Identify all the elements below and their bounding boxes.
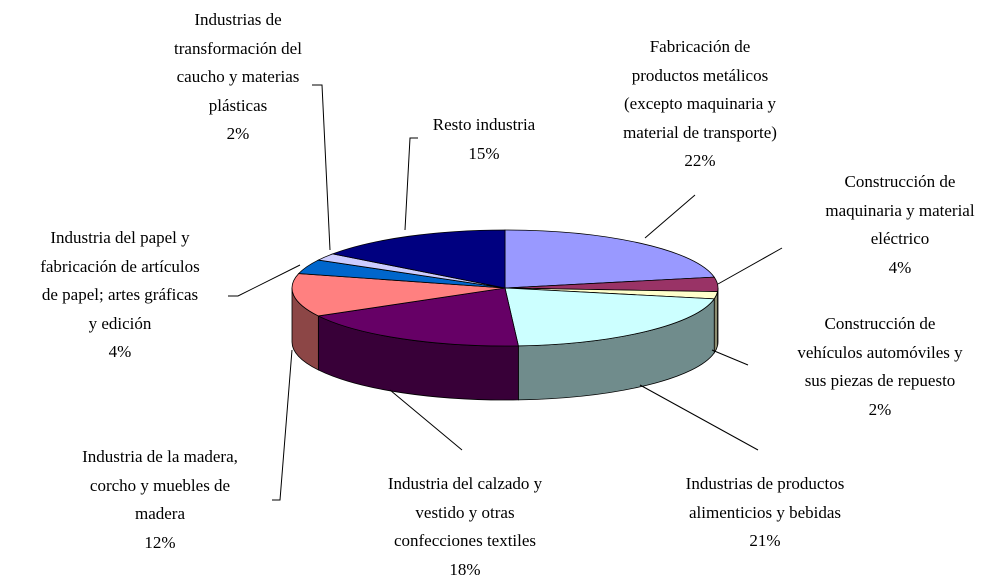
slice [291,273,506,317]
leader-line [717,247,783,285]
category-label: Resto industria [432,115,536,134]
slice-label: Construcción de maquinaria y material el… [825,168,974,282]
leader-line [272,349,293,501]
slice-label: Industrias de transformación del caucho … [174,6,302,149]
slice-label: Industria de la madera, corcho y muebles… [82,443,238,557]
value-label: 2% [868,399,892,419]
category-label: Industria del calzado y vestido y otras … [387,474,543,550]
value-label: 22% [684,151,716,170]
category-label: Fabricación de productos metálicos (exce… [623,37,777,142]
slice [317,287,519,347]
slice-label: Industria del calzado y vestido y otras … [388,470,542,581]
leader-line [639,384,759,451]
leader-line [228,264,301,297]
slice-label: Construcción de vehículos automóviles y … [797,310,962,424]
slice-label: Industrias de productos alimenticios y b… [686,470,845,556]
leader-line [711,349,749,366]
value-label: 2% [226,124,250,143]
category-label: Construcción de maquinaria y material el… [825,172,975,248]
value-label: 21% [749,531,781,550]
value-label: 18% [449,559,481,579]
value-label: 12% [144,532,176,552]
slice-label: Resto industria 15% [433,111,535,168]
value-label: 4% [108,342,132,361]
value-label: 4% [888,257,912,277]
slice [504,229,715,289]
category-label: Industrias de transformación del caucho … [174,10,302,115]
leader-line [312,84,331,251]
slice [331,229,506,289]
slice-label: Fabricación de productos metálicos (exce… [623,33,777,176]
category-label: Industrias de productos alimenticios y b… [685,474,845,522]
slice-side [713,291,718,355]
value-label: 15% [468,143,500,163]
category-label: Industria del papel y fabricación de art… [40,228,200,333]
leader-line [644,194,696,239]
leader-line [404,137,418,231]
category-label: Industria de la madera, corcho y muebles… [82,447,238,523]
slice-label: Industria del papel y fabricación de art… [40,224,200,367]
leader-line [389,389,463,451]
slice [504,287,715,347]
category-label: Construcción de vehículos automóviles y … [797,314,963,390]
